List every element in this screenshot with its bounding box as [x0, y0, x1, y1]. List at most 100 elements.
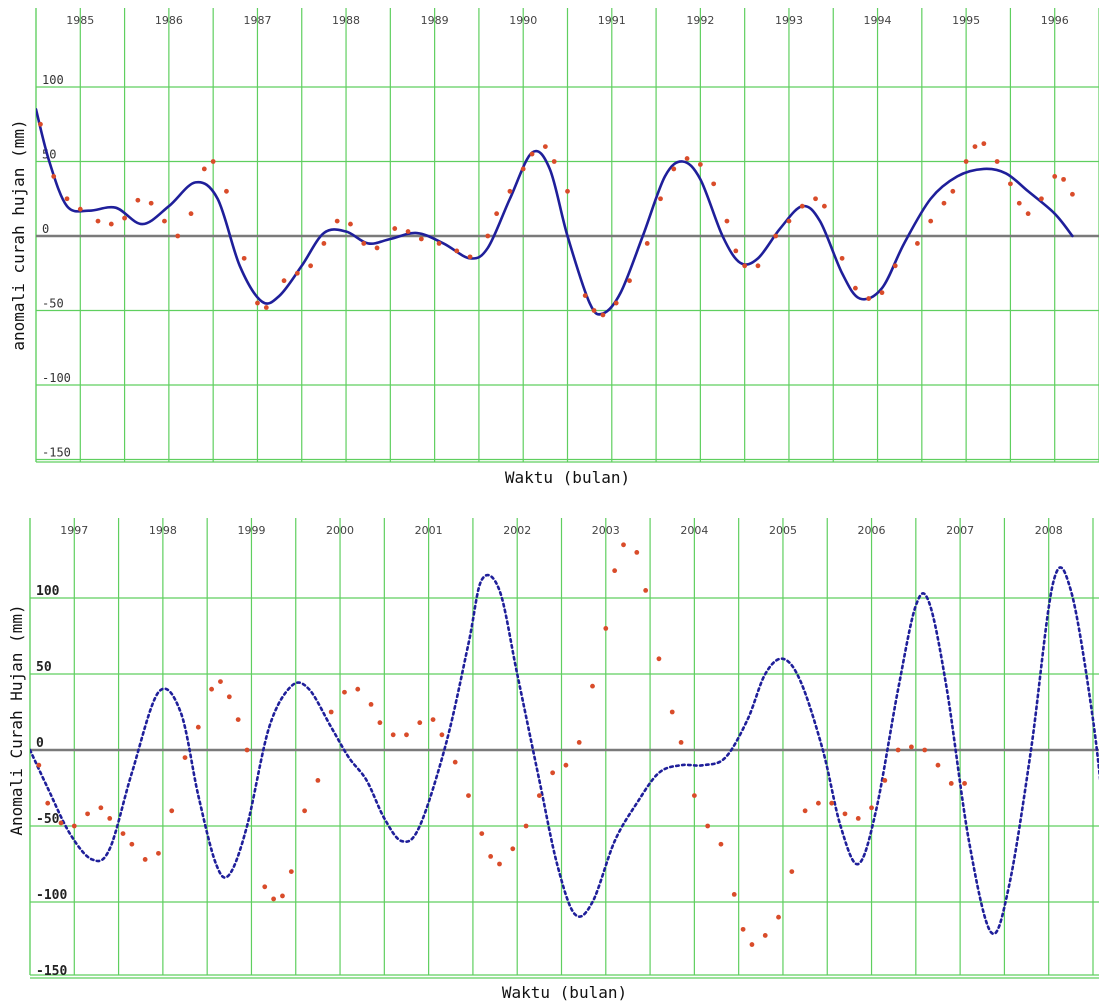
observed-data-point — [536, 793, 542, 798]
observed-data-point — [377, 720, 383, 726]
observed-data-point — [869, 805, 874, 811]
observed-data-point — [64, 196, 70, 202]
observed-data-point — [658, 196, 663, 202]
observed-data-point — [576, 740, 582, 745]
year-label: 2007 — [946, 524, 974, 537]
plot-area — [36, 108, 1075, 318]
observed-data-point — [120, 831, 126, 836]
observed-data-point — [879, 290, 885, 296]
observed-data-point — [148, 200, 154, 206]
observed-data-point — [418, 236, 424, 242]
y-tick-label: 50 — [36, 660, 52, 675]
year-label: 1985 — [66, 14, 94, 27]
observed-data-point — [815, 800, 821, 806]
observed-data-point — [263, 305, 269, 310]
year-label: 1993 — [775, 14, 803, 27]
observed-data-point — [762, 933, 768, 938]
observed-data-point — [786, 218, 792, 224]
observed-data-point — [773, 233, 779, 239]
observed-data-point — [439, 732, 445, 738]
observed-data-point — [915, 241, 920, 246]
observed-data-point — [600, 312, 606, 318]
observed-data-point — [494, 211, 500, 217]
observed-data-point — [590, 683, 595, 689]
observed-data-point — [162, 218, 167, 224]
observed-data-point — [742, 263, 748, 269]
observed-data-point — [45, 800, 51, 806]
year-label: 1996 — [1041, 14, 1069, 27]
observed-data-point — [467, 254, 473, 260]
observed-data-point — [135, 197, 141, 203]
year-label: 1987 — [243, 14, 271, 27]
observed-data-point — [656, 656, 662, 662]
observed-data-point — [452, 759, 458, 765]
observed-data-point — [842, 811, 848, 817]
observed-data-point — [235, 717, 241, 722]
chart-panel-1: 1985 1986 1987 1988 1989 1990 1991 1992 1993 1994… — [9, 8, 1099, 487]
observed-data-point — [51, 174, 57, 179]
observed-data-point — [582, 293, 588, 298]
observed-data-point — [621, 542, 626, 548]
observed-data-point — [405, 229, 411, 234]
observed-data-point — [142, 857, 148, 862]
observed-data-point — [994, 159, 1000, 164]
year-label: 1988 — [332, 14, 360, 27]
observed-data-point — [348, 221, 353, 227]
observed-data-point — [98, 805, 104, 811]
y-tick-label: -150 — [36, 964, 67, 979]
observed-data-point — [789, 869, 795, 874]
observed-data-point — [361, 241, 367, 246]
observed-data-point — [368, 702, 374, 707]
observed-data-point — [678, 740, 684, 745]
observed-data-point — [740, 926, 746, 932]
observed-data-point — [156, 850, 161, 856]
y-tick-label: -100 — [42, 371, 71, 385]
observed-data-point — [430, 717, 436, 722]
observed-data-point — [733, 248, 739, 254]
observed-data-point — [852, 285, 858, 291]
year-label: 2006 — [858, 524, 886, 537]
observed-data-point — [77, 206, 83, 212]
observed-data-point — [684, 156, 690, 161]
observed-data-point — [829, 800, 835, 806]
observed-data-point — [563, 762, 569, 768]
observed-data-point — [188, 211, 194, 217]
year-label: 1997 — [60, 524, 88, 537]
observed-data-point — [550, 770, 556, 776]
year-label: 2004 — [680, 524, 708, 537]
observed-data-point — [169, 808, 175, 814]
observed-data-point — [129, 841, 135, 847]
observed-data-point — [255, 300, 260, 306]
observed-data-point — [241, 255, 247, 261]
observed-data-point — [262, 884, 268, 890]
observed-data-point — [417, 720, 423, 726]
observed-data-point — [542, 144, 548, 150]
observed-data-point — [390, 732, 396, 738]
observed-data-point — [210, 159, 216, 164]
observed-data-point — [755, 263, 761, 269]
observed-data-point — [523, 823, 529, 829]
observed-data-point — [950, 188, 956, 194]
observed-data-point — [404, 732, 409, 738]
observed-data-point — [288, 869, 294, 874]
year-label: 2008 — [1035, 524, 1063, 537]
observed-data-point — [895, 747, 901, 753]
observed-data-point — [711, 181, 717, 187]
y-axis-label: Anomali Curah Hujan (mm) — [7, 604, 26, 835]
observed-data-point — [928, 218, 934, 224]
y-tick-label: -50 — [42, 297, 64, 311]
observed-data-point — [855, 816, 861, 821]
observed-data-point — [627, 278, 632, 284]
observed-data-point — [1016, 200, 1022, 206]
observed-data-point — [315, 778, 321, 783]
observed-data-point — [669, 709, 675, 715]
observed-data-point — [866, 296, 872, 301]
year-label: 2001 — [415, 524, 443, 537]
year-label: 2002 — [503, 524, 531, 537]
observed-data-point — [644, 241, 650, 246]
year-label: 2000 — [326, 524, 354, 537]
observed-data-point — [1070, 191, 1075, 197]
observed-data-point — [280, 893, 285, 899]
observed-data-point — [308, 263, 314, 269]
observed-data-point — [479, 831, 485, 836]
